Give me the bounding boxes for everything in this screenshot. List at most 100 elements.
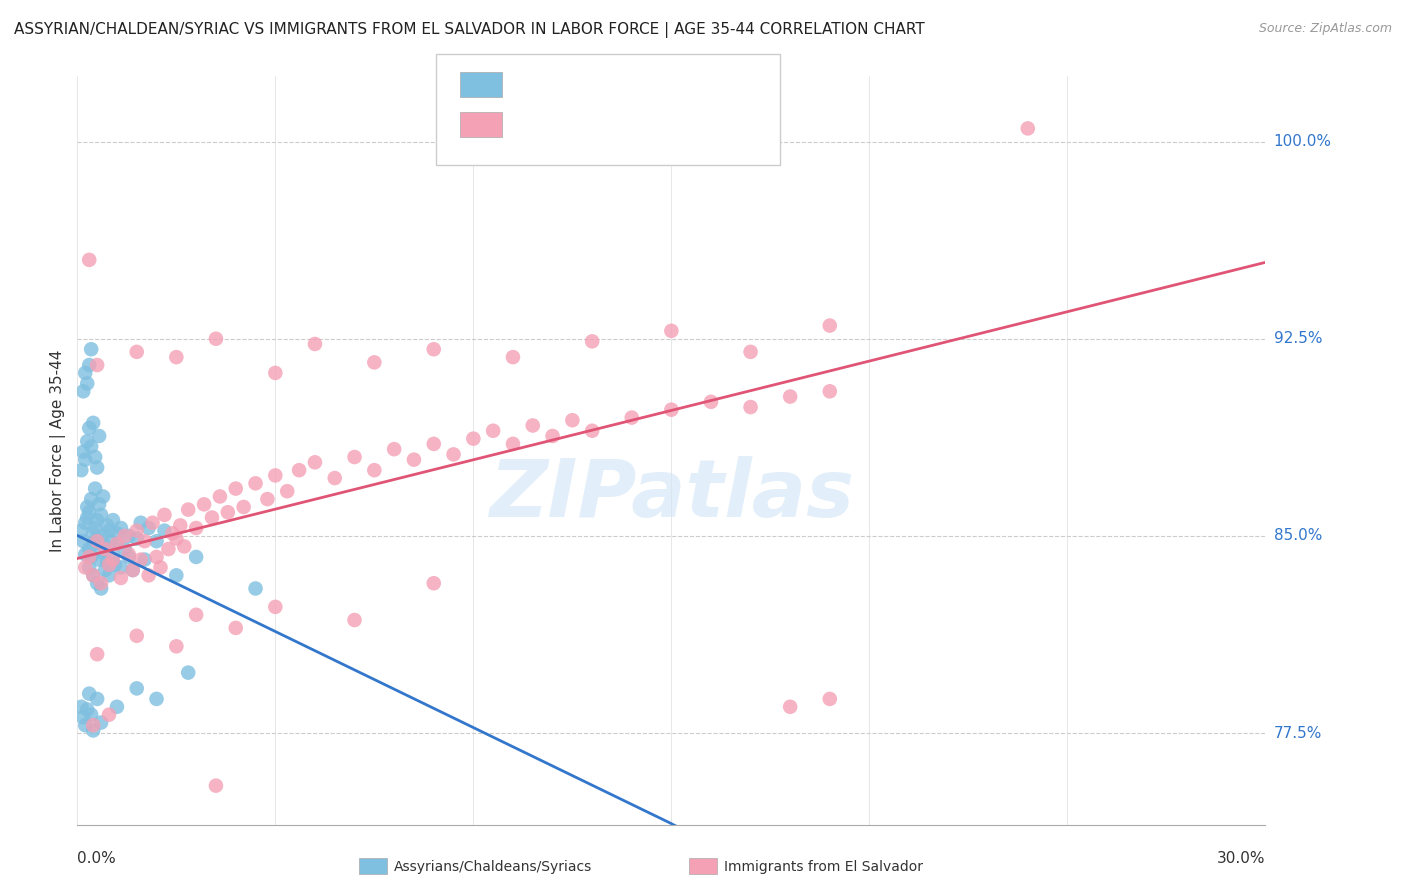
Point [72, 444, 94, 458]
Point [75, 452, 97, 467]
Point [101, 547, 124, 561]
Point [105, 699, 128, 714]
Point [104, 558, 127, 572]
Point [818, 318, 841, 333]
Point [145, 692, 167, 706]
Point [145, 549, 167, 564]
Point [77, 542, 100, 557]
Point [101, 552, 124, 566]
Point [217, 505, 239, 519]
Point [82, 568, 104, 582]
Point [94, 542, 117, 557]
Point [82, 526, 104, 541]
Point [423, 343, 446, 357]
Point [779, 699, 801, 714]
Point [86, 844, 108, 858]
Point [86, 692, 108, 706]
Point [581, 424, 603, 438]
Point [80, 707, 103, 722]
Point [114, 529, 136, 543]
Point [186, 549, 208, 564]
Point [86, 358, 108, 372]
Point [177, 665, 200, 680]
Point [87, 429, 110, 443]
Point [86, 576, 108, 591]
Point [87, 497, 110, 511]
Point [82, 416, 104, 430]
Point [105, 526, 128, 541]
Point [363, 463, 385, 477]
Point [84, 482, 107, 496]
Point [91, 529, 114, 543]
Point [402, 452, 425, 467]
Point [77, 687, 100, 701]
Point [125, 524, 148, 538]
Point [87, 552, 110, 566]
Point [661, 324, 683, 338]
Point [76, 376, 98, 391]
Text: 30.0%: 30.0% [1218, 851, 1265, 866]
Point [121, 563, 143, 577]
Point [118, 549, 141, 564]
Point [482, 424, 505, 438]
Text: 0.0%: 0.0% [77, 851, 117, 866]
Point [90, 715, 112, 730]
Point [208, 490, 231, 504]
Point [661, 402, 683, 417]
Point [77, 358, 100, 372]
Point [1017, 121, 1039, 136]
Point [162, 526, 184, 541]
Point [121, 563, 143, 577]
Point [86, 647, 108, 661]
Point [84, 521, 107, 535]
Point [264, 366, 287, 380]
Point [75, 516, 97, 530]
Point [76, 500, 98, 514]
Point [138, 568, 160, 582]
Point [75, 547, 97, 561]
Point [463, 432, 485, 446]
Text: 0.349: 0.349 [541, 118, 595, 132]
Point [522, 418, 544, 433]
Text: 89: 89 [647, 118, 668, 132]
Point [818, 692, 841, 706]
Point [382, 442, 405, 457]
Point [75, 366, 97, 380]
Point [80, 343, 103, 357]
Text: R =: R = [510, 118, 544, 132]
Point [100, 534, 122, 549]
Point [165, 568, 187, 582]
Point [153, 524, 176, 538]
Point [343, 450, 366, 464]
Point [245, 476, 267, 491]
Point [70, 699, 93, 714]
Point [110, 521, 132, 535]
Point [177, 502, 200, 516]
Point [110, 571, 132, 585]
Point [118, 529, 141, 543]
Point [186, 521, 208, 535]
Text: ZIPatlas: ZIPatlas [489, 457, 853, 534]
Point [256, 492, 278, 507]
Point [165, 350, 187, 364]
Point [129, 552, 152, 566]
Point [165, 532, 187, 546]
Text: 92.5%: 92.5% [1274, 331, 1322, 346]
Point [76, 510, 98, 524]
Text: -0.156: -0.156 [541, 78, 596, 92]
Point [779, 390, 801, 404]
Point [125, 344, 148, 359]
Text: N =: N = [607, 78, 651, 92]
Point [304, 455, 326, 469]
Point [186, 607, 208, 622]
Point [502, 350, 524, 364]
Point [70, 463, 93, 477]
Point [125, 629, 148, 643]
Point [96, 518, 118, 533]
Point [94, 540, 117, 554]
Point [125, 532, 148, 546]
Point [225, 482, 247, 496]
Point [82, 718, 104, 732]
Point [90, 576, 112, 591]
Point [110, 560, 132, 574]
